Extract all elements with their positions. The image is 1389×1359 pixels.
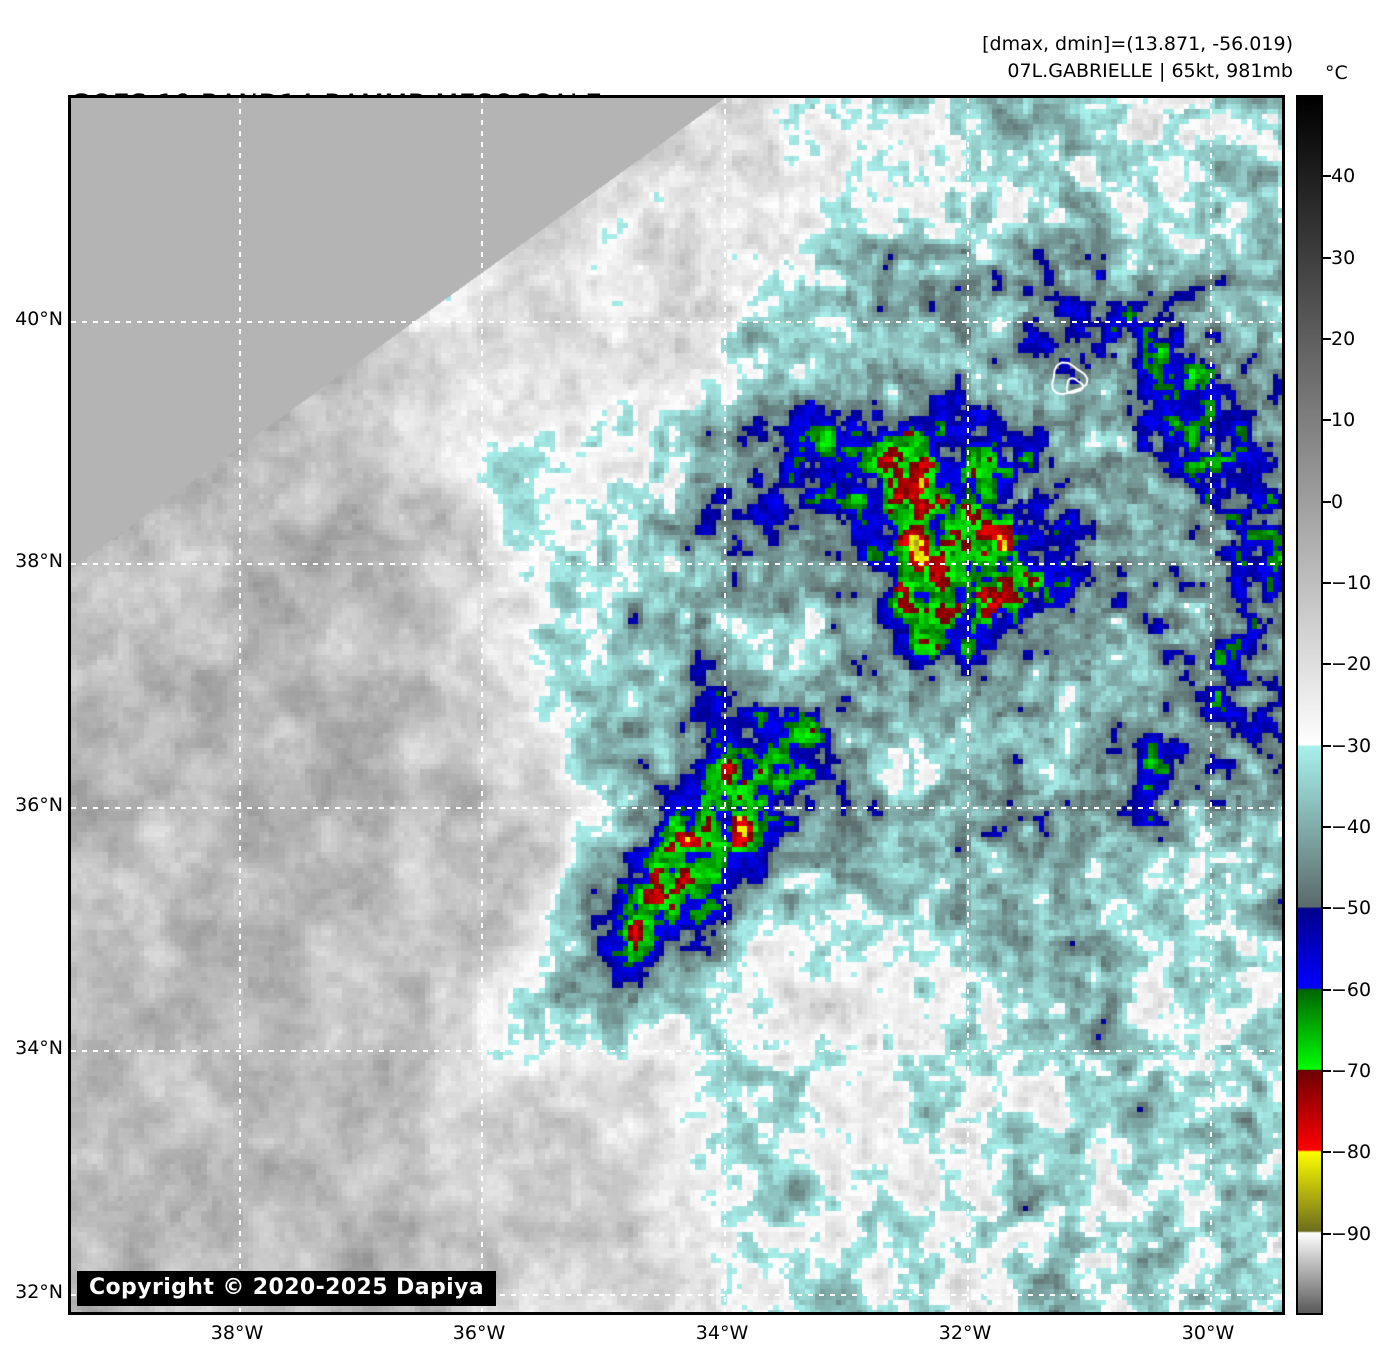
colorbar-tick-mark xyxy=(1323,500,1331,503)
colorbar-tick-mark xyxy=(1323,1232,1331,1235)
colorbar-tick-mark xyxy=(1323,175,1331,178)
colorbar-tick-label: −10 xyxy=(1331,572,1372,594)
header-metadata-block: [dmax, dmin]=(13.871, -56.019) 07L.GABRI… xyxy=(982,31,1293,85)
colorbar-tick-mark xyxy=(1323,663,1331,666)
colorbar-tick-label: 20 xyxy=(1331,328,1356,350)
colorbar-tick-mark xyxy=(1323,1070,1331,1072)
colorbar-tick-mark xyxy=(1323,582,1331,584)
infrared-imagery-canvas xyxy=(71,98,1282,1312)
lat-tick-label: 34°N xyxy=(15,1037,63,1059)
lat-tick-label: 38°N xyxy=(15,550,63,572)
dmax-dmin-readout: [dmax, dmin]=(13.871, -56.019) xyxy=(982,33,1293,55)
satellite-image-panel[interactable]: Copyright © 2020-2025 Dapiya xyxy=(68,95,1285,1315)
colorbar-tick-label: −40 xyxy=(1331,816,1372,838)
colorbar-tick-label: −60 xyxy=(1331,978,1372,1001)
colorbar-tick-label: 40 xyxy=(1331,165,1356,188)
colorbar-tick-label: −30 xyxy=(1331,734,1372,757)
colorbar-tick-mark xyxy=(1323,419,1331,422)
colorbar-tick-label: 10 xyxy=(1331,409,1356,432)
colorbar-tick-mark xyxy=(1323,826,1331,828)
colorbar-tick-label: −70 xyxy=(1331,1060,1372,1082)
copyright-banner: Copyright © 2020-2025 Dapiya xyxy=(77,1271,497,1306)
colorbar-tick-label: −50 xyxy=(1331,897,1372,920)
colorbar-tick-mark xyxy=(1323,1151,1331,1154)
colorbar[interactable] xyxy=(1296,95,1323,1315)
colorbar-tick-label: −90 xyxy=(1331,1222,1372,1245)
colorbar-gradient xyxy=(1298,97,1321,1313)
colorbar-tick-mark xyxy=(1323,338,1331,340)
lon-tick-label: 34°W xyxy=(695,1322,749,1344)
colorbar-tick-mark xyxy=(1323,907,1331,910)
lat-tick-label: 40°N xyxy=(15,308,63,330)
lon-tick-label: 36°W xyxy=(452,1322,506,1344)
lat-tick-label: 32°N xyxy=(15,1281,63,1303)
lon-tick-label: 30°W xyxy=(1181,1322,1235,1344)
colorbar-tick-mark xyxy=(1323,988,1331,991)
colorbar-tick-label: 0 xyxy=(1331,490,1344,513)
colorbar-tick-label: 30 xyxy=(1331,246,1356,269)
lon-tick-label: 32°W xyxy=(938,1322,992,1344)
colorbar-tick-label: −80 xyxy=(1331,1141,1372,1164)
colorbar-tick-mark xyxy=(1323,744,1331,747)
storm-info-readout: 07L.GABRIELLE | 65kt, 981mb xyxy=(1007,60,1293,82)
colorbar-tick-mark xyxy=(1323,256,1331,259)
colorbar-unit-label: °C xyxy=(1325,62,1348,84)
colorbar-tick-label: −20 xyxy=(1331,653,1372,676)
lat-tick-label: 36°N xyxy=(15,794,63,816)
lon-tick-label: 38°W xyxy=(210,1322,264,1344)
